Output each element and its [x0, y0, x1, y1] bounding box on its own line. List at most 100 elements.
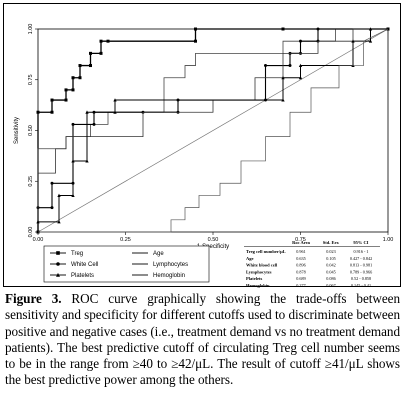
data-point-treg [64, 98, 68, 102]
auc-table-cell: 0.961 [296, 249, 305, 254]
figure-frame: 0.00 0.25 0.50 0.75 1.00 0.00 0.25 0.50 0.75 1.00… [3, 3, 401, 288]
data-point-treg [106, 39, 110, 43]
auc-table-cell: 0.52 - 0.858 [351, 276, 371, 281]
auc-table-cell: 0.916 - 1 [353, 249, 368, 254]
series-line-hemoglobin [38, 28, 389, 233]
legend-marker-white-cell [56, 262, 60, 266]
data-point-treg [50, 98, 54, 102]
auc-table-cell: 0.689 [296, 276, 305, 281]
x-tick-label: 0.25 [120, 237, 131, 243]
figure-caption: Figure 3. ROC curve graphically showing … [5, 291, 400, 389]
legend-label-treg: Treg [71, 251, 83, 257]
auc-table-cell: 0.105 [326, 256, 335, 261]
data-point-platelets [281, 75, 285, 80]
data-point-platelets [57, 193, 61, 197]
auc-table-cell: 0.813 - 0.981 [350, 263, 372, 268]
data-point-platelets [351, 39, 355, 43]
legend-label-white-cell: White Cell [71, 262, 98, 268]
auc-table-cell: 0.086 [326, 276, 335, 281]
auc-table-cell: 0.427 - 0.842 [350, 256, 372, 261]
roc-plot: 0.00 0.25 0.50 0.75 1.00 0.00 0.25 0.50 0.75 1.00… [14, 24, 394, 288]
data-point-platelets [298, 63, 303, 68]
auc-table-header: Std. Err. [323, 240, 339, 245]
data-point-platelets [71, 159, 75, 163]
x-tick-label: 0.00 [33, 237, 44, 243]
y-tick-label: 1.00 [28, 24, 34, 35]
data-point-white-cell [71, 122, 75, 126]
legend-label-platelets: Platelets [71, 273, 94, 279]
auc-table-header: Roc Area [292, 240, 311, 245]
auc-table-cell: Hemoglobin [246, 283, 270, 288]
data-point-white-cell [264, 64, 267, 68]
caption-label: Figure 3. [5, 291, 62, 306]
data-point-treg [99, 39, 103, 43]
series-hemoglobin [38, 28, 389, 233]
auc-table-cell: White blood cell [246, 263, 278, 268]
data-point-platelets [298, 75, 303, 80]
series-layer [36, 27, 390, 234]
auc-table-cell: 0.045 [326, 269, 335, 274]
data-point-treg [194, 27, 197, 31]
legend-marker-platelets [56, 272, 60, 277]
data-point-treg [281, 27, 285, 31]
y-tick-label: 0.75 [28, 74, 34, 85]
data-point-platelets [281, 98, 285, 102]
auc-table-cell: Treg cell number/μL [246, 249, 286, 254]
x-tick-label: 0.50 [208, 237, 219, 243]
x-axis-title: 1-Specificity [197, 244, 229, 250]
data-point-white-cell [92, 122, 96, 126]
legend-layer: Treg Age White Cell Lymphocytes Platelets Hem… [43, 245, 210, 283]
auc-table-cell: 0.145 - 0.41 [351, 283, 371, 288]
data-point-treg [78, 64, 82, 68]
reference-diagonal [37, 28, 389, 233]
legend-box [43, 245, 210, 283]
data-point-treg [78, 76, 82, 80]
auc-table-cell: 0.878 [296, 269, 305, 274]
y-axis-title: Sensitivity [14, 117, 20, 144]
data-point-platelets [85, 159, 89, 163]
legend-label-lymphocytes: Lymphocytes [153, 262, 188, 268]
data-point-platelets [368, 39, 373, 43]
auc-table-cell: 0.635 [296, 256, 305, 261]
data-point-treg [36, 110, 40, 114]
y-tick-label: 0.00 [28, 227, 34, 238]
legend-label-age: Age [153, 251, 164, 257]
y-tick-label: 0.50 [28, 125, 34, 136]
data-point-white-cell [288, 64, 292, 68]
auc-table-cell: Lymphocytes [246, 269, 272, 274]
legend-label-hemoglobin: Hemoglobin [153, 273, 185, 279]
data-point-treg [64, 88, 68, 92]
data-point-platelets [113, 110, 117, 114]
auc-table-cell: 0.042 [326, 263, 335, 268]
series-line-white-cell [37, 28, 388, 232]
data-point-platelets [71, 193, 75, 197]
data-point-treg [50, 110, 54, 114]
data-point-white-cell [316, 27, 320, 31]
auc-table-header: 95% CI [353, 240, 368, 245]
data-point-treg [89, 51, 92, 55]
data-point-platelets [36, 220, 40, 224]
x-tick-label: 1.00 [383, 237, 394, 243]
x-tick-label: 0.75 [295, 237, 306, 243]
auc-table-cell: 0.067 [326, 283, 335, 288]
data-point-treg [194, 39, 197, 43]
data-point-treg [71, 88, 75, 92]
data-point-white-cell [50, 181, 54, 185]
auc-table-cell: Platelets [246, 276, 262, 281]
caption-text: ROC curve graphically showing the trade-… [5, 291, 401, 388]
auc-table-cell: 0.789 - 0.966 [350, 269, 372, 274]
auc-table: Roc Area Std. Err. 95% CI Treg cell number/… [244, 240, 380, 288]
data-point-treg [89, 64, 92, 68]
data-point-platelets [113, 98, 117, 102]
auc-table-cell: 0.277 [296, 283, 305, 288]
data-point-white-cell [299, 39, 302, 43]
data-point-white-cell [50, 206, 54, 210]
auc-table-cell: 0.896 [296, 263, 305, 268]
legend-marker-treg [56, 251, 60, 255]
data-point-platelets [85, 110, 89, 114]
data-point-treg [71, 76, 75, 80]
series-white-cell [36, 27, 390, 234]
data-point-platelets [57, 220, 61, 224]
data-point-platelets [368, 27, 373, 31]
